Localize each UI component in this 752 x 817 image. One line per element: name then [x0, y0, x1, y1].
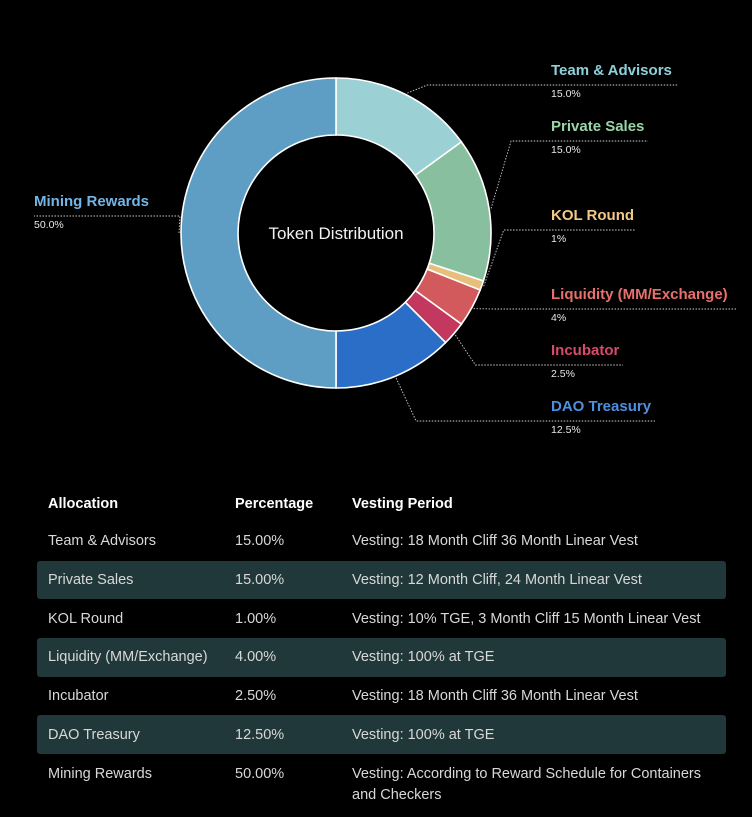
slice-label: KOL Round [551, 207, 635, 224]
table-row: Liquidity (MM/Exchange) 4.00% Vesting: 100… [37, 638, 726, 677]
leader-line [407, 84, 678, 94]
leader-line [490, 140, 648, 209]
percentage-cell: 50.00% [235, 766, 285, 783]
slice-label: Team & Advisors [551, 62, 672, 79]
table-row: Team & Advisors 15.00% Vesting: 18 Month C… [37, 522, 726, 561]
allocation-cell: Mining Rewards [48, 766, 152, 783]
slice-label: Mining Rewards [34, 193, 150, 210]
leader-line [34, 215, 181, 234]
slice-label: DAO Treasury [551, 398, 652, 415]
header-vesting-period: Vesting Period [352, 495, 453, 512]
allocation-table: Allocation Percentage Vesting Period Tea… [37, 485, 726, 808]
donut-chart [34, 77, 736, 422]
header-allocation: Allocation [48, 495, 119, 512]
table-row: Mining Rewards 50.00% Vesting: According t… [37, 754, 726, 808]
percentage-cell: 15.00% [235, 533, 285, 550]
slice-label: Incubator [551, 342, 620, 359]
token-distribution-chart: Token Distribution Team & Advisors 15.0% P… [34, 62, 736, 436]
vesting-cell: Vesting: According to Reward Schedule fo… [352, 766, 702, 804]
leader-line [483, 229, 635, 287]
slice-percent-label: 15.0% [551, 144, 581, 156]
slice-percent-label: 12.5% [551, 424, 581, 436]
chart-title: Token Distribution [268, 224, 404, 243]
slice-label: Private Sales [551, 118, 645, 135]
allocation-cell: Liquidity (MM/Exchange) [37, 638, 235, 677]
slice-percent-label: 15.0% [551, 88, 581, 100]
percentage-cell: 2.50% [235, 688, 277, 705]
vesting-cell: Vesting: 18 Month Cliff 36 Month Linear … [352, 533, 638, 550]
leader-line [395, 377, 655, 422]
allocation-cell: Team & Advisors [48, 533, 156, 550]
table-row: KOL Round 1.00% Vesting: 10% TGE, 3 Month … [37, 599, 726, 638]
slice-percent-label: 2.5% [551, 368, 575, 380]
slice-mining-rewards [180, 77, 337, 389]
allocation-cell: KOL Round [48, 610, 124, 627]
table-row: Private Sales 15.00% Vesting: 12 Month Cl… [37, 560, 726, 600]
vesting-cell: Vesting: 12 Month Cliff, 24 Month Linear… [352, 560, 726, 600]
slice-percent-label: 4% [551, 312, 567, 324]
vesting-cell: Vesting: 10% TGE, 3 Month Cliff 15 Month… [352, 610, 701, 627]
vesting-cell: Vesting: 100% at TGE [352, 638, 726, 677]
table-row: DAO Treasury 12.50% Vesting: 100% at TGE [37, 715, 726, 755]
allocation-cell: Incubator [48, 688, 109, 705]
percentage-cell: 1.00% [235, 610, 277, 627]
leader-line [455, 334, 623, 366]
vesting-cell: Vesting: 18 Month Cliff 36 Month Linear … [352, 688, 638, 705]
slice-percent-label: 1% [551, 233, 567, 245]
percentage-cell: 4.00% [235, 638, 352, 677]
percentage-cell: 12.50% [235, 715, 352, 755]
table-header-row: Allocation Percentage Vesting Period [37, 485, 726, 522]
header-percentage: Percentage [235, 495, 314, 512]
allocation-cell: Private Sales [37, 560, 235, 600]
percentage-cell: 15.00% [235, 560, 352, 600]
slice-percent-label: 50.0% [34, 219, 64, 231]
slice-label: Liquidity (MM/Exchange) [551, 286, 728, 303]
allocation-cell: DAO Treasury [37, 715, 235, 755]
vesting-cell: Vesting: 100% at TGE [352, 715, 726, 755]
table-row: Incubator 2.50% Vesting: 18 Month Cliff 3… [37, 677, 726, 716]
